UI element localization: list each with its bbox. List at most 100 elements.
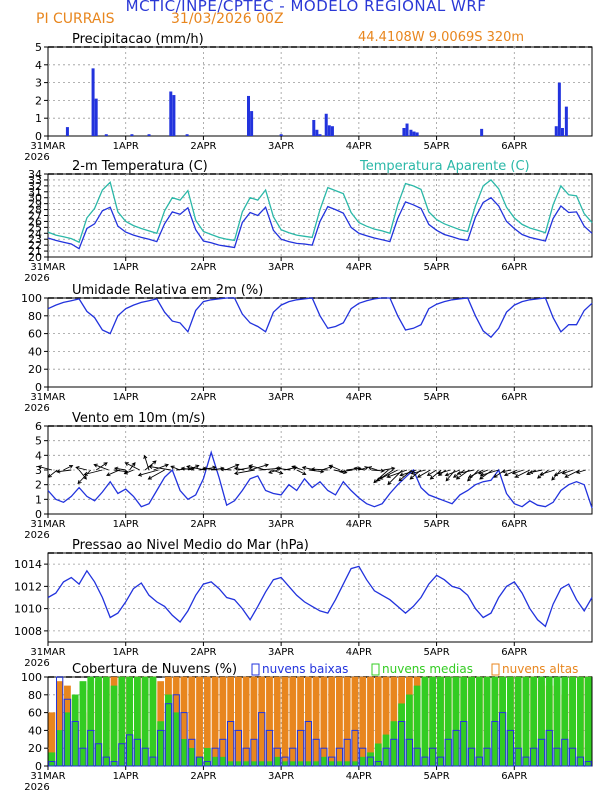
- y-tick-label: 1: [35, 493, 42, 506]
- wind-vector-arrow: [456, 469, 474, 476]
- panel-title: Cobertura de Nuvens (%): [72, 662, 237, 677]
- panel-title: Umidade Relativa em 2m (%): [72, 283, 263, 298]
- cloud-bar-nuvens-medias: [530, 676, 538, 767]
- cloud-bar-nuvens-medias: [382, 734, 390, 767]
- cloud-bar-nuvens-medias: [102, 676, 110, 767]
- cloud-bar-nuvens-baixas: [157, 729, 165, 767]
- cloud-bar-nuvens-medias: [95, 676, 102, 767]
- cloud-bar-nuvens-medias: [584, 676, 592, 767]
- cloud-bar-nuvens-medias: [545, 676, 553, 767]
- cloud-bar-nuvens-medias: [444, 676, 452, 767]
- wind-vector-arrow: [170, 465, 181, 471]
- x-tick-label: 6APR: [501, 141, 527, 152]
- y-tick-label: 1012: [14, 580, 42, 593]
- y-tick-label: 21: [28, 245, 42, 258]
- cloud-bar-nuvens-altas: [266, 676, 273, 767]
- wind-vector-arrow: [275, 466, 291, 471]
- y-tick-label: 20: [28, 251, 42, 264]
- cloud-bar-nuvens-baixas: [242, 747, 250, 767]
- cloud-bar-nuvens-medias: [56, 730, 64, 767]
- x-tick-label: 4APR: [346, 392, 372, 403]
- y-tick-label: 40: [28, 345, 42, 358]
- cloud-bar-nuvens-baixas: [94, 743, 103, 767]
- y-tick-label: 20: [28, 742, 42, 755]
- cloud-bar-nuvens-medias: [398, 703, 405, 767]
- x-tick-label: 6APR: [501, 647, 527, 658]
- precip-bar: [557, 82, 561, 136]
- wind-vector-arrow: [233, 466, 244, 471]
- cloud-bar-nuvens-baixas: [483, 747, 491, 767]
- precip-bar: [65, 127, 69, 136]
- cloud-bar-nuvens-medias: [507, 676, 514, 767]
- cloud-bar-nuvens-baixas: [506, 729, 515, 767]
- cloud-bar-nuvens-baixas: [413, 747, 421, 767]
- y-tick-label: 100: [21, 292, 42, 305]
- wind-vector-arrow: [426, 469, 437, 476]
- wind-vector-arrow: [310, 467, 328, 472]
- cloud-bar-nuvens-altas: [297, 676, 304, 767]
- y-tick-label: 2: [35, 94, 42, 107]
- cloud-bar-nuvens-baixas: [125, 734, 134, 767]
- cloud-bar-nuvens-medias: [196, 756, 203, 767]
- cloud-bar-nuvens-baixas: [421, 756, 429, 767]
- y-tick-label: 33: [28, 174, 42, 187]
- y-tick-label: 34: [28, 168, 42, 181]
- cloud-bar-nuvens-baixas: [203, 761, 211, 767]
- cloud-bar-nuvens-medias: [297, 761, 304, 767]
- wind-vector-arrow: [503, 469, 518, 477]
- y-tick-label: 1010: [14, 603, 42, 616]
- precip-bar: [312, 119, 316, 136]
- y-tick-label: 24: [28, 227, 42, 240]
- y-tick-label: 32: [28, 180, 42, 193]
- cloud-bar-nuvens-baixas: [522, 756, 530, 767]
- cloud-bar-nuvens-baixas: [444, 738, 452, 767]
- cloud-bar-nuvens-medias: [320, 756, 328, 767]
- cloud-bar-nuvens-medias: [165, 694, 172, 767]
- cloud-bar-nuvens-medias: [289, 761, 297, 767]
- cloud-bar-nuvens-baixas: [133, 738, 142, 767]
- run-datetime: 31/03/2026 00Z: [171, 11, 284, 27]
- wind-vector-arrow: [47, 469, 58, 478]
- cloud-bar-nuvens-baixas: [537, 738, 546, 767]
- y-tick-label: 6: [35, 420, 42, 433]
- cloud-bar-nuvens-medias: [64, 712, 71, 767]
- wind-vector-arrow: [143, 454, 150, 471]
- cloud-bar-nuvens-altas: [351, 676, 359, 767]
- x-tick-label: 2APR: [190, 771, 216, 782]
- cloud-bar-nuvens-baixas: [475, 756, 483, 767]
- legend-apparent-temperature: Temperatura Aparente (C): [359, 159, 530, 174]
- y-tick-label: 0: [35, 760, 42, 773]
- cloud-bar-nuvens-medias: [367, 752, 374, 767]
- cloud-bar-nuvens-baixas: [250, 738, 258, 767]
- x-tick-label: 5APR: [423, 519, 449, 530]
- x-axis-year: 2026: [24, 782, 49, 792]
- cloud-bar-nuvens-baixas: [576, 756, 584, 767]
- precip-bar: [560, 127, 564, 136]
- wind-vector-arrow: [309, 469, 325, 474]
- cloud-bar-nuvens-baixas: [491, 721, 499, 767]
- y-tick-label: 28: [28, 204, 42, 217]
- wind-vector-arrow: [561, 469, 574, 475]
- x-tick-label: 1APR: [113, 771, 139, 782]
- cloud-bar-nuvens-baixas: [258, 712, 266, 767]
- series-line-2-m-temperatura-c-: [47, 196, 593, 250]
- cloud-bar-nuvens-baixas: [382, 747, 390, 767]
- precip-bar: [147, 134, 151, 136]
- cloud-bar-nuvens-medias: [405, 694, 413, 767]
- x-tick-label: 31MAR: [30, 262, 65, 273]
- wind-vector-arrow: [528, 469, 543, 475]
- legend-swatch-nuvens-altas: [491, 663, 500, 676]
- legend-swatch-nuvens-baixas: [251, 663, 260, 676]
- cloud-bar-nuvens-medias: [203, 747, 211, 767]
- wind-vector-arrow: [153, 463, 169, 471]
- cloud-bar-nuvens-baixas: [320, 747, 328, 767]
- wind-vector-arrow: [353, 466, 366, 471]
- cloud-bar-nuvens-medias: [180, 739, 188, 767]
- cloud-bar-nuvens-medias: [421, 676, 429, 767]
- cloud-bar-nuvens-medias: [48, 752, 56, 767]
- cloud-bar-nuvens-altas: [343, 676, 351, 767]
- precip-bar: [185, 134, 189, 136]
- wind-vector-arrow: [113, 466, 126, 471]
- cloud-bar-nuvens-baixas: [265, 729, 274, 767]
